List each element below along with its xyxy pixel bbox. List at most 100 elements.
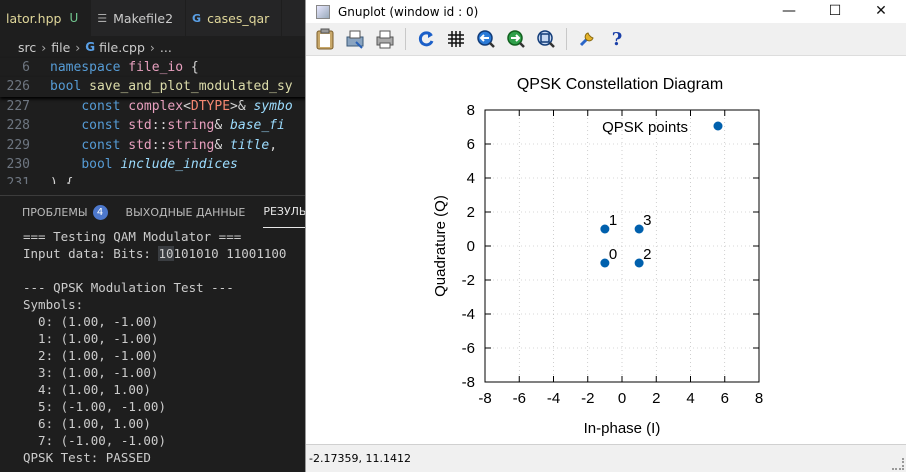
close-button[interactable]: ✕ <box>858 0 904 23</box>
terminal-line: 5: (-1.00, -1.00) <box>23 399 166 414</box>
code-line: 229 const std::string& title, <box>0 136 320 155</box>
grid-lines <box>484 109 760 383</box>
tab-output[interactable]: ВЫХОДНЫЕ ДАННЫЕ <box>126 196 246 228</box>
replot-button[interactable] <box>414 27 438 51</box>
toggle-grid-button[interactable] <box>444 27 468 51</box>
print-setup-icon <box>346 30 364 49</box>
code-token: const <box>81 137 121 153</box>
line-number: 230 <box>6 156 30 172</box>
axis-ticks: -8 -6 -4 -2 0 2 4 6 8 -8 -6 -4 -2 0 2 4 6 8 <box>462 102 764 407</box>
copy-to-clipboard-button[interactable] <box>313 27 337 51</box>
data-points: 0 1 2 3 <box>600 212 651 268</box>
code-token: bool <box>81 156 113 172</box>
y-axis-label: Quadrature (Q) <box>432 195 449 297</box>
terminal-line: Input data: Bits: 10101010 11001100 <box>23 245 320 262</box>
data-point <box>634 224 644 234</box>
x-axis-label: In-phase (I) <box>584 420 661 437</box>
code-line: 231) { <box>0 174 320 184</box>
code-line: 6 namespace file_io { <box>0 58 320 78</box>
code-token: std <box>128 118 152 134</box>
resize-grip-icon[interactable] <box>892 458 904 470</box>
tab-makefile[interactable]: ☰ Makefile2 <box>91 0 187 36</box>
x-tick-label: 8 <box>755 390 763 407</box>
terminal-output[interactable]: === Testing QAM Modulator === Input data… <box>0 228 320 466</box>
gnuplot-app-icon <box>316 4 330 19</box>
data-point-label: 2 <box>643 246 651 263</box>
y-tick-label: -6 <box>462 340 475 357</box>
code-token: { <box>183 60 199 75</box>
code-token: bool <box>50 79 82 95</box>
code-token: title <box>230 137 270 153</box>
autoscale-icon <box>537 30 555 48</box>
minimize-button[interactable]: — <box>766 0 812 23</box>
tab-label: cases_qar <box>207 10 270 26</box>
makefile-icon: ☰ <box>97 11 108 25</box>
close-icon: ✕ <box>875 3 887 19</box>
y-tick-label: 6 <box>467 136 475 153</box>
y-tick-label: -2 <box>462 272 475 289</box>
options-button[interactable] <box>575 27 599 51</box>
code-token: & <box>214 118 231 134</box>
options-icon <box>579 32 594 47</box>
y-tick-label: 0 <box>467 238 475 255</box>
window-titlebar[interactable]: Gnuplot (window id : 0) — ☐ ✕ <box>306 0 906 23</box>
code-token: string <box>167 137 215 153</box>
zoom-previous-icon <box>477 30 495 48</box>
code-token: namespace <box>50 60 121 75</box>
problems-count-badge: 4 <box>92 204 108 220</box>
code-line: 228 const std::string& base_fi <box>0 116 320 135</box>
code-token: DTYPE <box>190 98 231 114</box>
breadcrumb-src[interactable]: src <box>18 39 37 55</box>
code-token: const <box>81 98 121 114</box>
tab-problems[interactable]: ПРОБЛЕМЫ 4 <box>22 196 108 228</box>
zoom-previous-button[interactable] <box>474 27 498 51</box>
tab-label: ПРОБЛЕМЫ <box>22 205 88 219</box>
code-editor[interactable]: 6 namespace file_io { 226 bool save_and_pl… <box>0 58 320 184</box>
line-number: 229 <box>6 137 30 153</box>
breadcrumb-file[interactable]: file <box>51 39 71 55</box>
toolbar-separator <box>566 28 567 50</box>
tab-header-file[interactable]: lator.hpp U <box>0 0 92 36</box>
data-point <box>600 258 610 268</box>
panel-tabs: ПРОБЛЕМЫ 4 ВЫХОДНЫЕ ДАННЫЕ РЕЗУЛЬТА <box>0 196 320 228</box>
breadcrumb-ellipsis[interactable]: ... <box>159 39 172 55</box>
x-tick-label: 4 <box>686 390 694 407</box>
help-button[interactable]: ? <box>605 27 629 51</box>
terminal-line: 1: (1.00, -1.00) <box>23 331 159 346</box>
data-point-label: 1 <box>609 212 617 229</box>
maximize-button[interactable]: ☐ <box>812 0 858 23</box>
code-token: include_indices <box>120 156 238 172</box>
untracked-marker: U <box>69 11 79 25</box>
chevron-right-icon: › <box>41 39 47 55</box>
terminal-line: 4: (1.00, 1.00) <box>23 382 151 397</box>
cpp-file-icon: G <box>85 40 96 54</box>
terminal-line: 0: (1.00, -1.00) <box>23 314 159 329</box>
zoom-next-button[interactable] <box>504 27 528 51</box>
code-token: std <box>128 137 152 153</box>
gnuplot-toolbar: ? <box>306 23 906 56</box>
data-point-label: 0 <box>609 246 617 263</box>
x-tick-label: -2 <box>581 390 594 407</box>
data-point <box>600 224 610 234</box>
code-token: const <box>81 118 121 134</box>
print-button[interactable] <box>373 27 397 51</box>
clipboard-icon <box>316 28 334 50</box>
code-line: 227 const complex<DTYPE>& symbo <box>0 97 320 116</box>
plot-area[interactable]: QPSK Constellation Diagram -8 -6 -4 -2 0 2 4 6 8… <box>306 56 906 444</box>
code-token: base_fi <box>230 118 285 134</box>
code-token: file_io <box>128 60 184 75</box>
print-setup-button[interactable] <box>343 27 367 51</box>
minimize-icon: — <box>782 3 796 19</box>
vscode-window: lator.hpp U ☰ Makefile2 G cases_qar src … <box>0 0 320 472</box>
chart-title: QPSK Constellation Diagram <box>517 76 723 93</box>
toolbar-separator <box>405 28 406 50</box>
breadcrumb-file-cpp[interactable]: file.cpp <box>99 39 145 55</box>
grid-icon <box>448 31 464 47</box>
terminal-line: 3: (1.00, -1.00) <box>23 365 159 380</box>
editor-tab-bar: lator.hpp U ☰ Makefile2 G cases_qar <box>0 0 320 36</box>
tab-cases-file[interactable]: G cases_qar <box>186 0 283 36</box>
tab-label: lator.hpp <box>6 10 62 26</box>
autoscale-button[interactable] <box>534 27 558 51</box>
terminal-line <box>23 262 320 279</box>
code-token: ) { <box>50 176 74 185</box>
